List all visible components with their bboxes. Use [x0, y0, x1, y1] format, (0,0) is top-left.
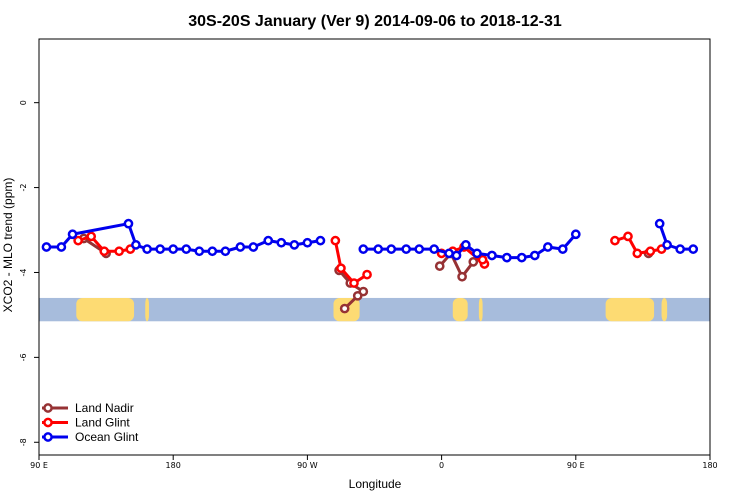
- legend-label: Ocean Glint: [75, 430, 139, 444]
- series: [41, 218, 699, 263]
- x-tick-label: 90 E: [567, 461, 585, 470]
- data-point: [330, 235, 341, 246]
- data-point: [542, 242, 553, 252]
- data-point: [429, 244, 439, 254]
- chart-title: 30S-20S January (Ver 9) 2014-09-06 to 20…: [188, 13, 562, 30]
- data-point: [688, 244, 699, 254]
- data-point: [352, 290, 363, 301]
- data-point: [623, 231, 633, 242]
- legend-marker: [43, 417, 53, 428]
- land-patch: [605, 297, 655, 322]
- legend-marker: [43, 432, 53, 442]
- land-patch: [452, 297, 468, 322]
- y-axis-label: XCO2 - MLO trend (ppm): [1, 178, 15, 313]
- data-point: [194, 246, 205, 257]
- land-patch: [661, 297, 668, 322]
- data-point: [654, 218, 665, 229]
- data-point: [662, 240, 672, 250]
- data-point: [73, 235, 83, 246]
- plot-frame: [38, 38, 711, 456]
- ocean-band: [39, 297, 710, 322]
- data-point: [501, 252, 512, 263]
- data-point: [315, 235, 326, 246]
- data-point: [289, 240, 300, 250]
- legend-marker: [43, 403, 53, 413]
- data-point: [386, 244, 397, 254]
- land-patch: [145, 297, 149, 322]
- legend-label: Land Nadir: [75, 401, 134, 415]
- data-point: [168, 244, 179, 254]
- series-layer: [41, 218, 699, 314]
- data-point: [142, 244, 152, 254]
- y-axis: 0 -2 -4 -6 -8: [19, 100, 39, 446]
- data-point: [220, 246, 231, 257]
- y-tick-label: -6: [19, 353, 28, 361]
- data-point: [349, 278, 359, 288]
- data-point: [529, 250, 540, 261]
- data-point: [362, 269, 372, 280]
- data-point: [99, 246, 110, 257]
- data-point: [235, 242, 246, 252]
- data-point: [487, 250, 497, 261]
- data-point: [401, 244, 412, 254]
- data-point: [41, 242, 52, 252]
- data-point: [67, 229, 78, 240]
- data-point: [414, 244, 425, 254]
- data-point: [457, 271, 467, 282]
- data-point: [155, 244, 166, 254]
- y-tick-label: -2: [19, 184, 28, 192]
- data-point: [675, 244, 686, 254]
- x-tick-label: 180: [166, 461, 181, 470]
- data-point: [373, 244, 384, 254]
- data-point: [276, 237, 287, 248]
- data-point: [477, 254, 488, 265]
- data-point: [645, 246, 656, 257]
- legend-label: Land Glint: [75, 416, 130, 430]
- data-point: [56, 242, 67, 252]
- data-point: [557, 244, 568, 254]
- data-point: [123, 218, 134, 229]
- data-point: [451, 250, 462, 261]
- x-tick-label: 0: [439, 461, 444, 470]
- data-point: [444, 248, 454, 259]
- data-point: [610, 235, 620, 246]
- data-point: [358, 244, 369, 254]
- data-point: [131, 240, 141, 250]
- data-point: [181, 244, 192, 254]
- land-patch: [76, 297, 135, 322]
- y-tick-label: -8: [19, 438, 28, 446]
- x-axis: 90 E 180 90 W 0 90 E 180: [30, 455, 718, 470]
- data-point: [336, 263, 346, 274]
- data-point: [302, 237, 313, 248]
- x-tick-label: 180: [702, 461, 717, 470]
- data-point: [516, 252, 527, 263]
- series-line: [658, 223, 694, 251]
- land-patch: [478, 297, 483, 322]
- data-point: [434, 261, 445, 271]
- data-point: [570, 229, 581, 240]
- series-line: [438, 251, 475, 279]
- surface-band: [39, 297, 710, 322]
- data-point: [86, 231, 97, 242]
- data-point: [632, 248, 643, 259]
- y-tick-label: -4: [19, 268, 28, 276]
- x-axis-label: Longitude: [349, 477, 402, 491]
- data-point: [468, 257, 479, 267]
- data-point: [248, 242, 259, 252]
- data-point: [207, 246, 218, 257]
- data-point: [114, 246, 124, 257]
- y-tick-label: 0: [19, 100, 28, 105]
- data-point: [472, 248, 482, 259]
- data-point: [460, 240, 471, 250]
- x-tick-label: 90 W: [297, 461, 318, 470]
- series-line: [333, 240, 368, 285]
- data-point: [263, 235, 274, 246]
- x-tick-label: 90 E: [30, 461, 48, 470]
- data-point: [339, 303, 350, 314]
